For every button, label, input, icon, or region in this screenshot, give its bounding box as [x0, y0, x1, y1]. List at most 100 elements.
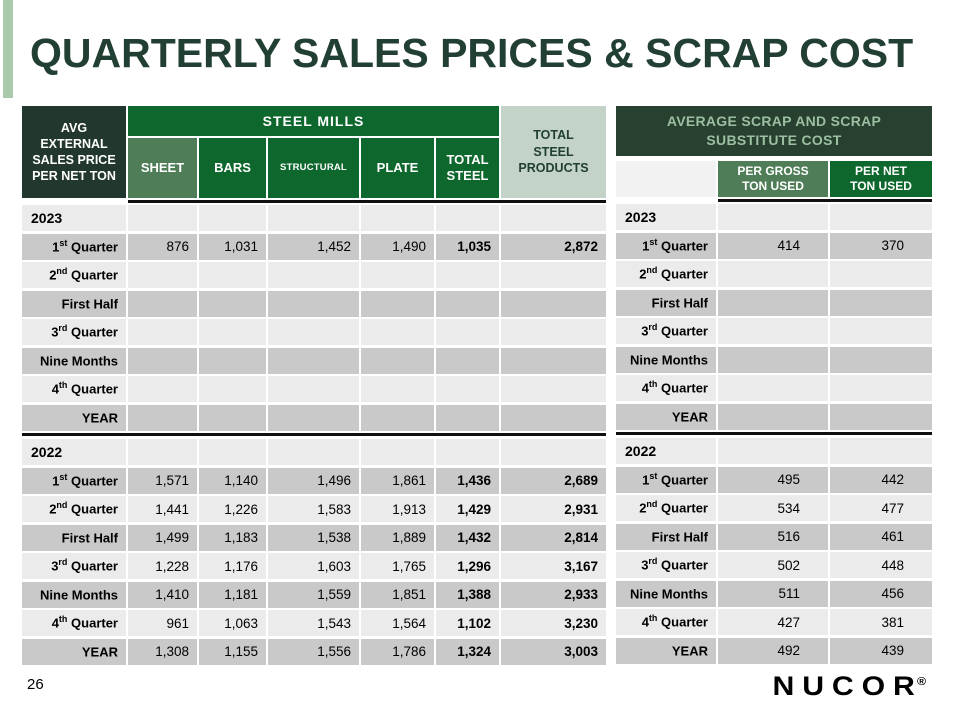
data-cell: 502 — [718, 552, 828, 578]
data-cell: 477 — [830, 495, 932, 521]
row-label-text: 1st Quarter — [642, 471, 708, 488]
data-cell: 2,931 — [501, 496, 606, 522]
label-prefix: 4 — [51, 381, 59, 397]
row-label: 2nd Quarter — [616, 495, 716, 521]
data-cell: 3,167 — [501, 553, 606, 579]
year-label: 2023 — [616, 204, 716, 230]
data-cell: 2,933 — [501, 581, 606, 608]
data-cell — [436, 404, 499, 431]
empty-cell — [199, 205, 266, 231]
data-cell — [830, 318, 932, 344]
table-row: First Half — [616, 289, 932, 316]
row-label: 4th Quarter — [22, 376, 126, 402]
label-prefix: 2 — [49, 501, 57, 517]
row-label-text: First Half — [652, 529, 708, 544]
scrap-cost-table-header: PER GROSS TON USED PER NET TON USED — [616, 161, 932, 197]
label-prefix: 1 — [52, 239, 60, 255]
data-cell: 1,861 — [361, 467, 434, 494]
label-prefix: First Half — [651, 295, 708, 311]
row-label: YEAR — [22, 638, 126, 665]
label-ordinal: th — [648, 613, 658, 624]
row-label-text: First Half — [62, 296, 118, 311]
label-ordinal: st — [59, 471, 68, 482]
data-cell — [501, 262, 606, 288]
accent-bar — [3, 0, 13, 98]
data-cell: 1,490 — [361, 233, 434, 260]
section-divider — [22, 433, 606, 436]
row-label-text: 1st Quarter — [642, 236, 708, 254]
data-cell — [718, 318, 828, 344]
data-cell — [361, 376, 434, 402]
row-label: 4th Quarter — [616, 609, 716, 635]
empty-cell — [718, 438, 828, 464]
data-cell — [718, 261, 828, 287]
label-suffix: Quarter — [67, 558, 118, 574]
table-row: 3rd Quarter 1,228 1,176 1,603 1,765 1,296 3,16… — [22, 553, 606, 579]
row-label-text: Nine Months — [40, 587, 118, 602]
data-cell — [268, 319, 359, 345]
steel-mills-group: STEEL MILLS SHEET BARS STRUCTURAL PLATE … — [128, 106, 499, 198]
row-label-text: YEAR — [82, 410, 118, 425]
column-header-total-steel: TOTAL STEEL — [436, 138, 499, 198]
data-cell: 1,496 — [268, 467, 359, 494]
label-ordinal: th — [648, 379, 658, 390]
data-cell: 1,538 — [268, 524, 359, 551]
table-row: 2nd Quarter — [22, 262, 606, 288]
row-label-text: 4th Quarter — [51, 381, 118, 397]
data-cell: 3,003 — [501, 638, 606, 665]
label-suffix: Quarter — [657, 323, 708, 339]
table-row: 4th Quarter — [22, 376, 606, 402]
data-cell: 1,436 — [436, 467, 499, 494]
label-suffix: Quarter — [657, 238, 708, 254]
row-label-text: 4th Quarter — [642, 379, 708, 396]
data-cell — [501, 290, 606, 317]
label-prefix: First Half — [61, 296, 118, 312]
row-label: 3rd Quarter — [616, 552, 716, 578]
data-cell — [501, 347, 606, 374]
row-label: 4th Quarter — [22, 610, 126, 636]
row-label-text: 4th Quarter — [51, 615, 118, 631]
row-label-text: YEAR — [672, 409, 708, 424]
label-prefix: Nine Months — [630, 352, 708, 368]
empty-cell — [718, 204, 828, 230]
label-ordinal: nd — [646, 265, 658, 276]
label-suffix: Quarter — [67, 324, 118, 340]
data-cell — [199, 262, 266, 288]
data-cell: 2,689 — [501, 467, 606, 494]
column-header-total-steel-products: TOTAL STEEL PRODUCTS — [501, 106, 606, 198]
row-label-text: Nine Months — [40, 353, 118, 368]
data-cell — [361, 262, 434, 288]
table-row: Nine Months — [616, 346, 932, 373]
data-cell: 442 — [830, 466, 932, 493]
data-cell — [501, 404, 606, 431]
steel-mills-columns: SHEET BARS STRUCTURAL PLATE TOTAL STEEL — [128, 138, 499, 198]
row-label-text: First Half — [62, 530, 118, 545]
column-header-per-gross-ton: PER GROSS TON USED — [718, 161, 828, 197]
empty-cell — [361, 205, 434, 231]
row-label: 1st Quarter — [22, 467, 126, 494]
row-label: 1st Quarter — [22, 233, 126, 260]
label-prefix: 1 — [642, 472, 650, 488]
label-prefix: YEAR — [671, 409, 708, 425]
row-label-text: YEAR — [82, 644, 118, 659]
data-cell: 495 — [718, 466, 828, 493]
label-ordinal: st — [649, 236, 658, 247]
label-prefix: 4 — [51, 615, 59, 631]
label-suffix: Quarter — [657, 557, 708, 573]
data-cell — [830, 375, 932, 401]
year-label: 2022 — [22, 439, 126, 465]
nucor-logo: NUCOR® — [772, 671, 926, 702]
data-cell — [718, 375, 828, 401]
scrap-cost-title: AVERAGE SCRAP AND SCRAP SUBSTITUTE COST — [616, 106, 932, 156]
label-prefix: 4 — [641, 614, 649, 630]
data-cell: 1,556 — [268, 638, 359, 665]
data-cell: 1,035 — [436, 233, 499, 260]
data-cell: 1,432 — [436, 524, 499, 551]
row-label: Nine Months — [22, 581, 126, 608]
empty-cell — [501, 205, 606, 231]
data-cell — [436, 347, 499, 374]
label-ordinal: nd — [56, 266, 68, 277]
label-suffix: Quarter — [67, 267, 118, 283]
data-cell — [436, 319, 499, 345]
data-cell — [128, 319, 197, 345]
